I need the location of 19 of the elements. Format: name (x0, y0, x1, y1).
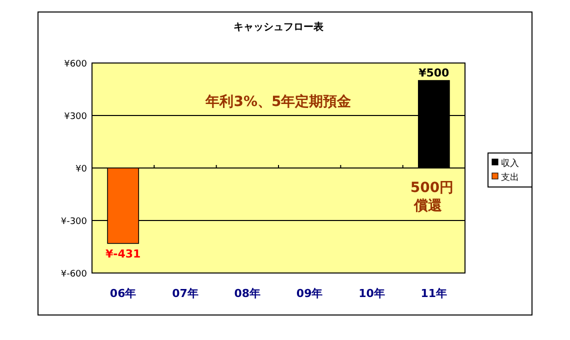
title: キャッシュフロー表 (234, 22, 324, 33)
x-tick-label: 09年 (296, 287, 323, 300)
annotation: 500円 (410, 180, 454, 196)
x-tick-label: 11年 (420, 287, 448, 300)
y-tick-label: ¥300 (64, 112, 88, 122)
annotation: 年利3%、5年定期預金 (204, 93, 352, 110)
legend-label: 収入 (501, 158, 519, 169)
x-tick-label: 06年 (110, 287, 136, 300)
y-tick-label: ¥-300 (60, 217, 88, 227)
x-tick-label: 10年 (358, 287, 385, 300)
data-label: ¥500 (418, 66, 450, 80)
legend-label: 支出 (501, 172, 519, 183)
data-label: ¥-431 (105, 247, 141, 260)
y-tick-label: ¥600 (64, 60, 88, 70)
y-tick-label: ¥-600 (60, 270, 88, 280)
y-tick-label: ¥0 (76, 164, 88, 174)
annotation: 償還 (413, 198, 442, 214)
x-tick-label: 07年 (172, 287, 198, 300)
x-tick-label: 08年 (234, 287, 261, 300)
